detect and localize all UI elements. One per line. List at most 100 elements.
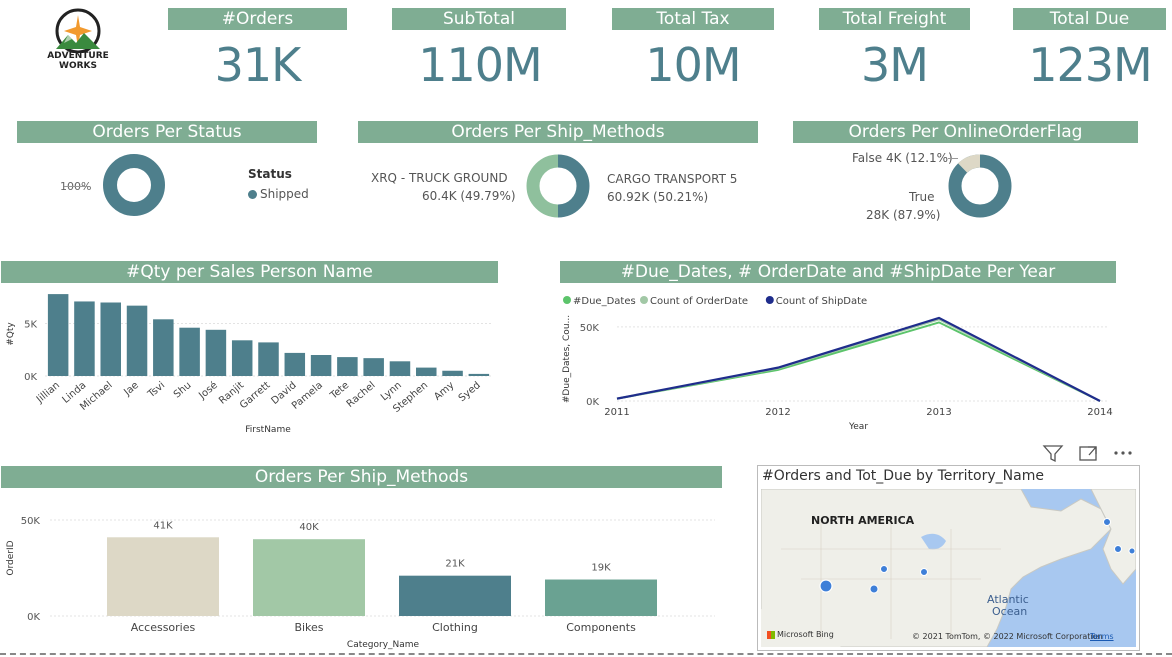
sales-xtick: Jillian bbox=[34, 380, 62, 406]
sales-bar[interactable] bbox=[126, 305, 148, 376]
map-visual-frame[interactable] bbox=[757, 465, 1140, 651]
category-data-label: 21K bbox=[445, 559, 465, 570]
map-credit: © 2021 TomTom, © 2022 Microsoft Corporat… bbox=[912, 632, 1103, 641]
status-legend-dot bbox=[248, 190, 257, 199]
ship-donut[interactable] bbox=[522, 151, 592, 221]
dates-legend-dot bbox=[563, 296, 571, 304]
category-bar[interactable] bbox=[545, 579, 657, 616]
kpi-orders-value: 31K bbox=[214, 38, 302, 92]
sales-xtick: Tsvi bbox=[145, 380, 167, 401]
sales-bar[interactable] bbox=[74, 301, 95, 376]
sales-bar[interactable] bbox=[100, 302, 121, 377]
category-bar-chart[interactable]: 0K 50K OrderID 41K Accessories 40K Bikes 21K Clo… bbox=[0, 490, 730, 650]
dates-legend-dot bbox=[765, 296, 774, 304]
sales-ytick: 5K bbox=[24, 320, 37, 331]
sales-bar[interactable] bbox=[205, 329, 227, 376]
category-ylabel: OrderID bbox=[6, 540, 16, 575]
category-ytick: 0K bbox=[27, 612, 40, 623]
map-terms-link[interactable]: Terms bbox=[1090, 632, 1114, 641]
online-donut[interactable] bbox=[944, 150, 1016, 222]
map-region-label: NORTH AMERICA bbox=[811, 514, 915, 527]
dates-legend-label[interactable]: Count of OrderDate bbox=[650, 296, 748, 307]
category-data-label: 19K bbox=[591, 563, 611, 574]
dates-xtick: 2013 bbox=[926, 407, 951, 418]
ship-panel-title: Orders Per Ship_Methods bbox=[358, 121, 758, 143]
dates-ytick: 50K bbox=[580, 323, 600, 334]
dates-legend-dot bbox=[640, 296, 648, 304]
sales-bar[interactable] bbox=[153, 319, 174, 376]
sales-bar[interactable] bbox=[284, 352, 306, 376]
dates-ylabel: #Due_Dates, Cou... bbox=[562, 315, 572, 403]
sales-bar[interactable] bbox=[47, 294, 69, 376]
filter-icon[interactable] bbox=[1042, 445, 1064, 463]
category-bar[interactable] bbox=[253, 539, 365, 616]
sales-bar[interactable] bbox=[179, 327, 200, 376]
bing-logo: Microsoft Bing bbox=[767, 630, 834, 639]
dates-series-line[interactable] bbox=[616, 321, 1101, 402]
kpi-subtotal-title: SubTotal bbox=[392, 8, 566, 30]
online-panel-title: Orders Per OnlineOrderFlag bbox=[793, 121, 1138, 143]
sales-xtick: Amy bbox=[432, 380, 456, 403]
sales-ytick: 0K bbox=[24, 372, 37, 383]
map-bubble-southwest[interactable] bbox=[819, 579, 833, 593]
sales-bar[interactable] bbox=[231, 340, 253, 376]
sales-xtick: Syed bbox=[457, 380, 483, 404]
dates-series-line[interactable] bbox=[616, 318, 1101, 402]
category-xtick: Clothing bbox=[432, 621, 478, 634]
bing-label: Microsoft Bing bbox=[777, 630, 834, 639]
dates-panel-title: #Due_Dates, # OrderDate and #ShipDate Pe… bbox=[560, 261, 1116, 283]
map-bubble-germany[interactable] bbox=[1128, 547, 1136, 555]
map-title: #Orders and Tot_Due by Territory_Name bbox=[762, 468, 1044, 484]
sales-ylabel: #Qty bbox=[6, 322, 16, 346]
sales-bar[interactable] bbox=[258, 342, 279, 376]
map-bubble-central[interactable] bbox=[880, 565, 888, 573]
category-xtick: Components bbox=[566, 621, 636, 634]
logo-emblem bbox=[55, 8, 101, 54]
dates-xtick: 2012 bbox=[765, 407, 790, 418]
sales-bar[interactable] bbox=[416, 367, 437, 376]
category-bar[interactable] bbox=[399, 575, 511, 616]
dates-xtick: 2011 bbox=[604, 407, 629, 418]
status-panel-title: Orders Per Status bbox=[17, 121, 317, 143]
status-legend-item[interactable]: Shipped bbox=[248, 187, 309, 201]
map-canvas[interactable] bbox=[761, 489, 1136, 647]
kpi-total-tax-value: 10M bbox=[645, 38, 741, 92]
dates-legend-label[interactable]: Count of ShipDate bbox=[776, 296, 867, 307]
sales-bar[interactable] bbox=[363, 358, 384, 376]
kpi-total-freight-title: Total Freight bbox=[819, 8, 970, 30]
online-true-label-1: True bbox=[909, 190, 935, 204]
category-xlabel: Category_Name bbox=[347, 640, 420, 650]
sales-xlabel: FirstName bbox=[245, 425, 291, 435]
map-bubble-uk[interactable] bbox=[1103, 518, 1111, 526]
kpi-total-due-value: 123M bbox=[1028, 38, 1153, 92]
logo-text-1: ADVENTURE bbox=[47, 51, 109, 61]
category-bar[interactable] bbox=[107, 537, 219, 616]
more-options-icon[interactable] bbox=[1114, 451, 1132, 455]
dates-line-chart[interactable]: #Due_Dates Count of OrderDate Count of Shi… bbox=[555, 284, 1120, 439]
status-donut[interactable] bbox=[100, 151, 170, 221]
sales-bar[interactable] bbox=[442, 370, 463, 376]
category-data-label: 41K bbox=[153, 520, 173, 531]
sales-xtick: Shu bbox=[172, 380, 194, 401]
map-bubble-southwest-2[interactable] bbox=[869, 584, 879, 594]
ship-left-value: 60.4K (49.79%) bbox=[422, 189, 516, 203]
dates-legend-label[interactable]: #Due_Dates bbox=[573, 296, 636, 307]
category-panel-title: Orders Per Ship_Methods bbox=[1, 466, 722, 488]
kpi-orders-title: #Orders bbox=[168, 8, 347, 30]
map-bubble-northeast[interactable] bbox=[920, 568, 928, 576]
sales-bar[interactable] bbox=[337, 357, 358, 376]
bing-icon bbox=[767, 630, 775, 639]
ship-right-name: CARGO TRANSPORT 5 bbox=[607, 172, 738, 186]
ship-donut-slice-xrq bbox=[526, 154, 559, 218]
sales-xtick: Garrett bbox=[238, 380, 272, 411]
sales-bar[interactable] bbox=[310, 355, 332, 376]
sales-bar[interactable] bbox=[389, 361, 411, 376]
focus-mode-icon[interactable] bbox=[1079, 446, 1097, 461]
sales-bar[interactable] bbox=[468, 373, 490, 376]
dates-series-line[interactable] bbox=[616, 316, 1101, 402]
map-bubble-france[interactable] bbox=[1114, 545, 1122, 553]
map-ocean-label-1: Atlantic bbox=[987, 593, 1029, 606]
category-ytick: 50K bbox=[21, 516, 41, 527]
kpi-total-due-title: Total Due bbox=[1013, 8, 1166, 30]
